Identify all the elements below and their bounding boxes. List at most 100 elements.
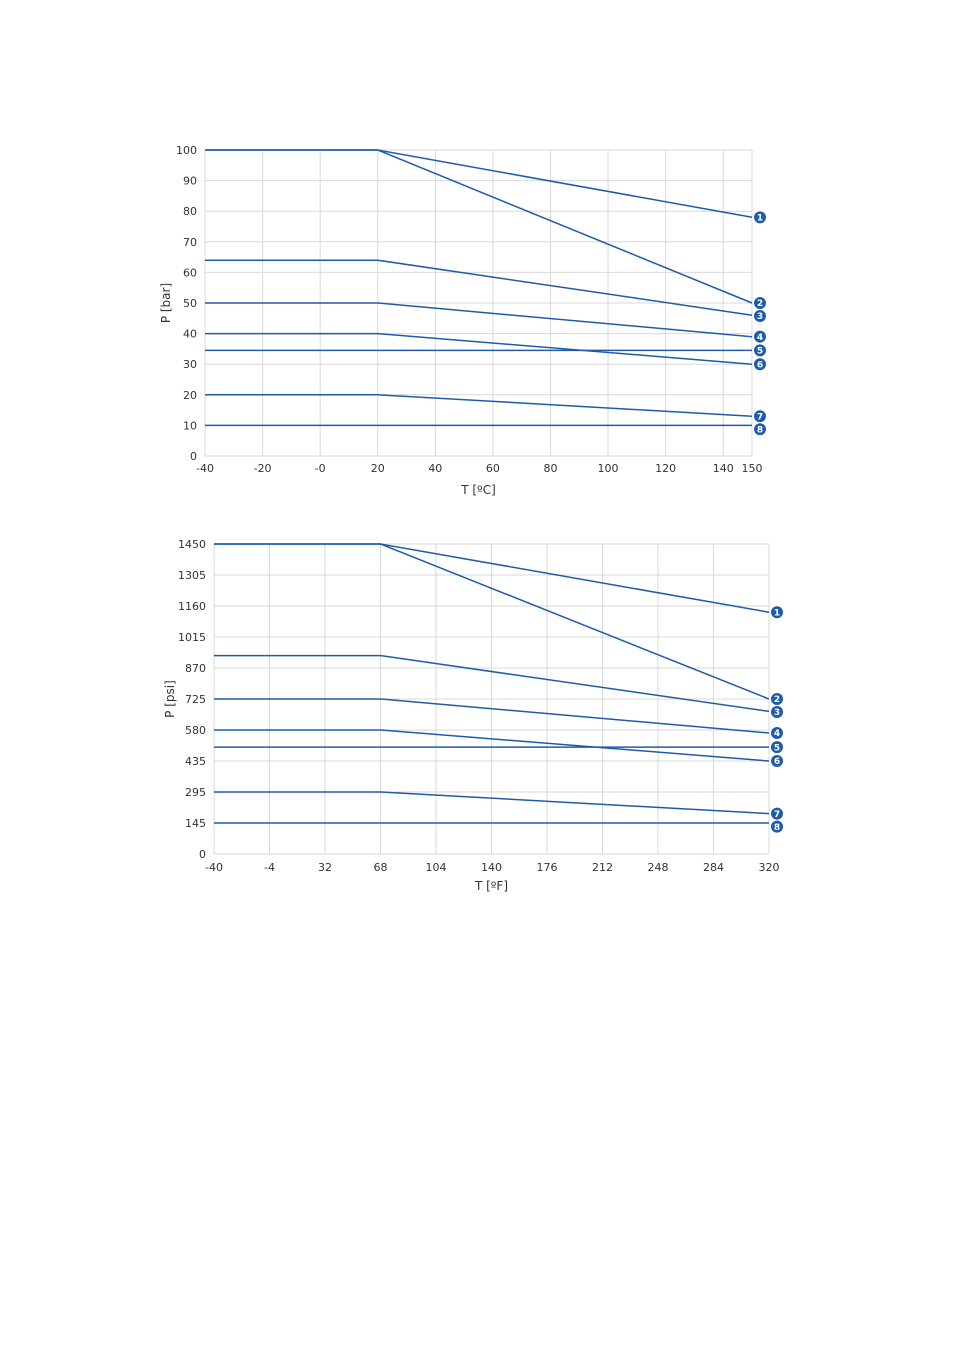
badge-circle [771,693,783,705]
x-tick-label: -4 [264,861,275,874]
series-line-4 [205,302,753,338]
badge-number: 4 [774,729,780,739]
x-tick-label: 32 [318,861,332,874]
chart-psi-fahrenheit: -40 -4 32 68 104 140 176 212 248 284 3200145295435… [163,538,783,893]
y-tick-label: 90 [183,175,197,188]
series-line-4 [214,698,770,734]
series-badge-6: 6 [771,755,783,767]
badge-circle [771,807,783,820]
y-axis-label: P [psi] [163,680,177,718]
chart-bar-celsius: -40 -20 -0 20 40 60 80 100 120 140 150 0 10 20 30 40 50 6… [159,144,766,497]
x-tick-label: 80 [543,462,557,475]
badge-number: 2 [757,299,763,309]
series-badge-5: 5 [754,344,766,357]
series-line-7 [205,394,753,417]
badge-circle [771,755,783,767]
series-line-7 [214,791,770,815]
series-badge-4: 4 [771,726,783,739]
x-tick-label: 60 [486,462,500,475]
y-tick-label: 725 [185,693,206,706]
badge-circle [771,820,783,833]
badge-circle [771,741,783,754]
badge-circle [771,606,783,619]
y-tick-label: 580 [185,724,206,737]
y-tick-label: 80 [183,205,197,218]
x-tick-label: 20 [371,462,385,475]
y-tick-label: 0 [190,450,197,463]
y-tick-label: 20 [183,389,197,402]
x-axis-label: T [ºF] [474,879,508,893]
series-line-3 [205,259,753,316]
x-tick-label: -40 [205,861,223,874]
series-badge-1: 1 [771,606,783,618]
badge-number: 2 [774,695,780,705]
badge-number: 6 [757,360,763,370]
x-tick-label: 320 [759,861,780,874]
series-line-6 [214,729,770,762]
y-tick-label: 10 [183,419,197,432]
x-tick-label: 140 [481,861,502,874]
series-line-2 [214,543,770,700]
y-tick-label: 50 [183,297,197,310]
badge-circle [771,726,783,739]
y-tick-label: 1160 [178,600,206,613]
y-tick-label: 60 [183,266,197,279]
badge-number: 4 [757,333,763,343]
series-badge-5: 5 [771,741,783,753]
x-tick-label: 100 [598,462,619,475]
badge-number: 7 [757,412,763,422]
badge-number: 6 [774,757,780,767]
y-tick-label: 145 [185,817,206,830]
badge-circle [754,358,766,371]
badge-number: 5 [757,347,763,357]
y-tick-label: 1450 [178,538,206,551]
y-tick-label: 70 [183,236,197,249]
x-tick-label: 248 [648,861,669,874]
x-tick-label: 120 [655,462,676,475]
series-badge-8: 8 [771,820,783,833]
x-tick-label: 104 [426,861,447,874]
badge-circle [771,706,783,718]
badge-number: 5 [774,743,780,753]
badge-number: 1 [774,608,780,618]
badge-circle [754,330,766,343]
series-line-2 [205,149,753,304]
badge-number: 7 [774,810,780,820]
series-line-1 [205,149,753,219]
badge-number: 1 [757,214,763,224]
badge-circle [754,344,766,357]
x-tick-label: 176 [537,861,558,874]
y-tick-label: 870 [185,662,206,675]
x-tick-label: 212 [592,861,613,874]
y-axis-label: P [bar] [159,283,173,323]
series-badge-2: 2 [754,297,766,309]
series-badge-3: 3 [754,310,766,322]
series-line-6 [205,332,753,365]
badge-number: 3 [774,708,780,718]
y-tick-label: 100 [176,144,197,157]
badge-circle [754,423,766,436]
series-line-3 [214,654,770,713]
badge-circle [754,410,766,423]
badge-circle [754,211,766,224]
badge-circle [754,297,766,309]
x-axis-label: T [ºC] [460,483,496,497]
x-tick-label: -0 [315,462,326,475]
y-tick-label: 0 [199,848,206,861]
series-badge-7: 7 [771,807,783,820]
y-tick-label: 1305 [178,569,206,582]
x-tick-label: 40 [428,462,442,475]
y-tick-label: 30 [183,358,197,371]
series-badge-7: 7 [754,410,766,422]
series-badge-3: 3 [771,706,783,718]
badge-number: 8 [757,425,763,435]
series-badge-6: 6 [754,358,766,370]
x-tick-label: 68 [374,861,388,874]
series-badge-8: 8 [754,423,766,435]
y-tick-label: 1015 [178,631,206,644]
x-tick-label: -40 [196,462,214,475]
badge-circle [754,310,766,322]
series-badge-1: 1 [754,211,766,224]
y-tick-label: 40 [183,328,197,341]
